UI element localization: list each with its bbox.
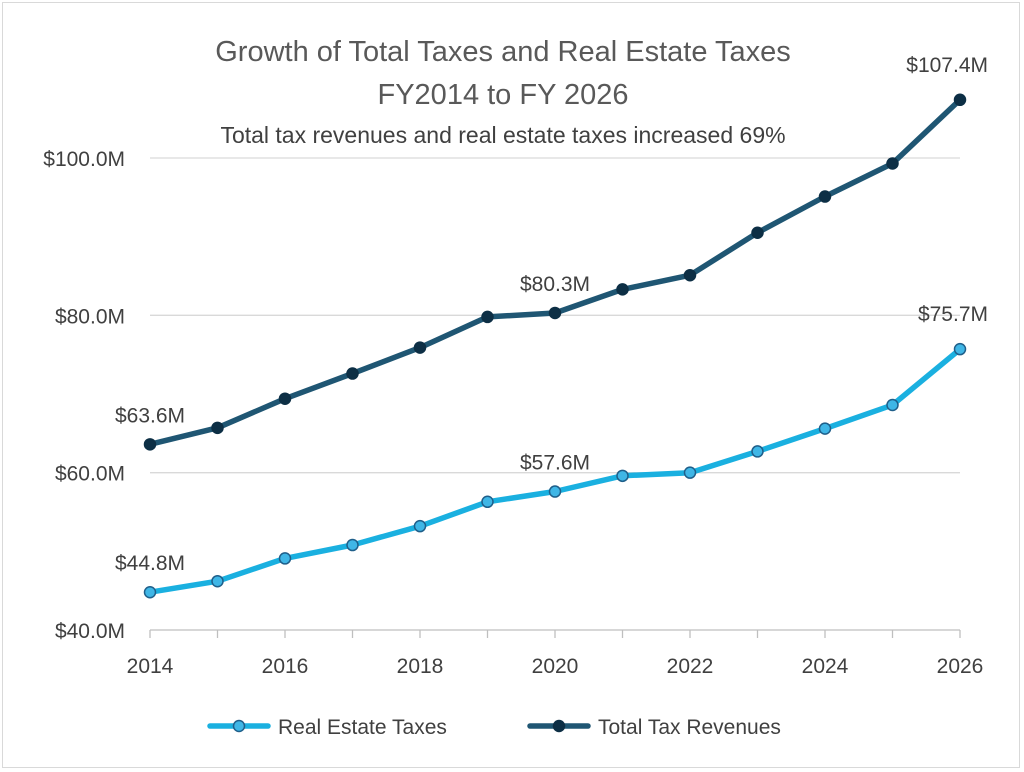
data-point <box>886 398 899 412</box>
data-point <box>683 466 697 479</box>
chart-subtitle: Total tax revenues and real estate taxes… <box>220 122 785 148</box>
data-label: $80.3M <box>520 273 590 296</box>
data-point <box>143 585 157 599</box>
data-point <box>413 519 427 533</box>
data-point <box>683 268 697 282</box>
data-point <box>278 392 292 405</box>
data-point <box>278 552 292 565</box>
series-0 <box>143 342 967 599</box>
line-chart: Growth of Total Taxes and Real Estate Ta… <box>43 36 988 739</box>
legend-label: Real Estate Taxes <box>278 716 447 739</box>
y-tick-label: $100.0M <box>43 148 125 171</box>
x-tick-label: 2014 <box>127 655 174 678</box>
chart-title: Growth of Total Taxes and Real Estate Ta… <box>215 36 791 68</box>
legend: Real Estate Taxes Total Tax Revenues <box>207 716 781 739</box>
x-tick-label: 2016 <box>262 655 309 678</box>
x-tick-label: 2022 <box>667 655 714 678</box>
data-label: $75.7M <box>918 303 988 326</box>
legend-item: Real Estate Taxes <box>207 716 447 739</box>
legend-swatch-marker <box>232 719 246 733</box>
series-layer <box>143 93 967 599</box>
data-point <box>143 438 157 451</box>
data-point <box>751 445 764 458</box>
legend-swatch-marker <box>552 719 566 733</box>
data-point <box>616 469 629 483</box>
legend-item: Total Tax Revenues <box>527 716 781 739</box>
data-point <box>616 283 629 296</box>
series-1 <box>143 93 967 451</box>
data-point <box>818 190 832 203</box>
data-point <box>211 574 224 588</box>
x-tick-label: 2020 <box>532 655 579 678</box>
data-point <box>548 485 562 498</box>
data-point <box>751 226 764 239</box>
x-tick-label: 2024 <box>802 655 849 678</box>
y-axis: $40.0M $60.0M $80.0M $100.0M <box>43 148 125 643</box>
y-tick-label: $80.0M <box>55 305 125 328</box>
x-tick-label: 2018 <box>397 655 444 678</box>
data-point <box>481 310 494 324</box>
data-point <box>818 422 832 435</box>
y-tick-label: $60.0M <box>55 463 125 486</box>
y-tick-label: $40.0M <box>55 620 125 643</box>
x-tick-label: 2026 <box>937 655 984 678</box>
data-label: $44.8M <box>115 552 185 575</box>
data-label: $63.6M <box>115 404 185 427</box>
data-point <box>953 93 967 107</box>
data-point <box>211 421 224 435</box>
data-label: $107.4M <box>906 54 988 77</box>
data-label: $57.6M <box>520 452 590 475</box>
data-point <box>548 306 562 320</box>
chart-title-line-2: FY2014 to FY 2026 <box>378 79 629 111</box>
data-point <box>886 157 899 170</box>
data-point <box>346 367 359 380</box>
data-point <box>953 342 967 356</box>
data-point <box>481 495 494 509</box>
legend-label: Total Tax Revenues <box>598 716 781 739</box>
data-point <box>413 341 427 354</box>
x-axis: 2014 2016 2018 2020 2022 2024 2026 <box>127 629 984 678</box>
data-labels: $44.8M $57.6M $75.7M $63.6M $80.3M $107.4M <box>115 54 988 575</box>
data-point <box>346 538 359 552</box>
